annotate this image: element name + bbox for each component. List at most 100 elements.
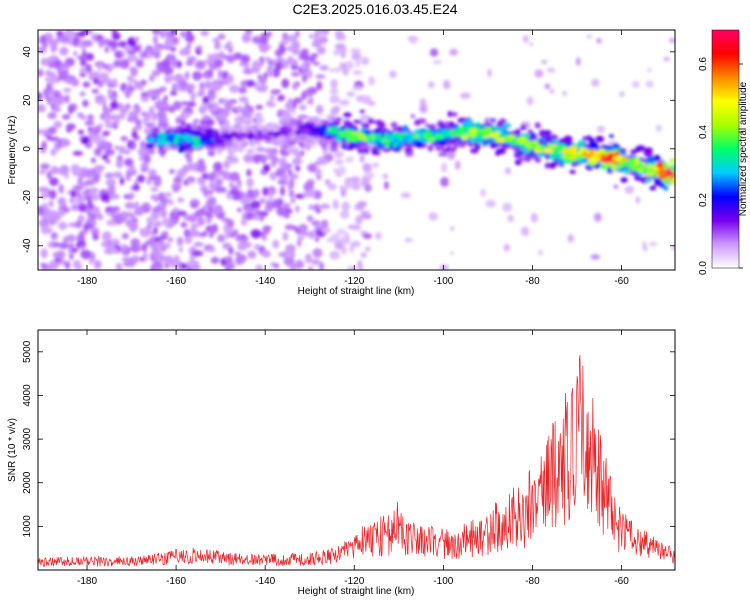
heatmap-cell — [139, 79, 147, 86]
snr-series-line — [38, 355, 675, 568]
heatmap-cell — [173, 177, 183, 183]
heatmap-cell — [344, 181, 351, 190]
heatmap-cell — [517, 150, 525, 156]
heatmap-cell — [234, 117, 239, 124]
heatmap-cell — [139, 228, 150, 238]
heatmap-cell — [168, 262, 179, 268]
heatmap-cell — [513, 140, 520, 145]
heatmap-cell — [287, 55, 293, 63]
heatmap-cell — [254, 243, 261, 251]
heatmap-cell — [283, 256, 295, 266]
heatmap-cell — [277, 109, 285, 116]
heatmap-cell — [93, 259, 102, 270]
heatmap-cell — [58, 184, 64, 194]
heatmap-cell — [238, 86, 247, 94]
heatmap-cell — [333, 49, 341, 56]
heatmap-cell — [291, 225, 297, 230]
heatmap-cell — [49, 71, 57, 81]
heatmap-cell — [57, 197, 67, 206]
heatmap-cell — [111, 47, 117, 52]
heatmap-cell — [57, 166, 68, 176]
heatmap-cell — [217, 68, 223, 79]
heatmap-cell — [253, 121, 260, 127]
heatmap-cell — [402, 125, 409, 132]
heatmap-cell — [153, 179, 162, 187]
heatmap-cell — [120, 136, 128, 142]
heatmap-cell — [89, 257, 94, 265]
heatmap-cell — [255, 264, 264, 270]
heatmap-cell — [127, 192, 135, 197]
heatmap-cell — [653, 155, 661, 161]
heatmap-cell — [214, 146, 224, 151]
heatmap-cell — [372, 162, 379, 168]
heatmap-cell — [72, 259, 81, 270]
heatmap-cell — [228, 157, 239, 164]
heatmap-cell — [276, 207, 287, 217]
heatmap-cell — [93, 76, 100, 85]
heatmap-cell — [307, 266, 314, 270]
heatmap-cell — [385, 142, 391, 148]
heatmap-cell — [345, 135, 352, 142]
snr-x-tick-label: -160 — [166, 576, 186, 587]
heatmap-cell — [286, 180, 291, 187]
heatmap-cell — [518, 156, 525, 162]
heatmap-cell — [185, 101, 197, 107]
heatmap-x-tick-label: -80 — [525, 276, 540, 287]
heatmap-cell — [565, 152, 572, 158]
heatmap-cell — [238, 124, 244, 130]
heatmap-cell — [107, 88, 114, 97]
heatmap-cell — [209, 232, 214, 238]
heatmap-cell — [311, 220, 321, 227]
heatmap-cell — [242, 79, 248, 87]
heatmap-cell — [295, 205, 300, 213]
heatmap-cell — [622, 168, 631, 174]
heatmap-cell — [280, 115, 286, 121]
heatmap-cell — [79, 245, 85, 251]
heatmap-cell — [359, 114, 371, 122]
heatmap-cell — [355, 57, 360, 68]
heatmap-cell — [294, 259, 305, 270]
heatmap-cell — [151, 248, 161, 257]
heatmap-cell — [286, 46, 293, 52]
heatmap-cell — [392, 142, 399, 147]
heatmap-cell — [288, 265, 295, 270]
heatmap-cell — [324, 179, 332, 186]
heatmap-cell — [497, 138, 505, 143]
heatmap-cell — [504, 167, 511, 175]
heatmap-cell — [271, 155, 279, 164]
heatmap-cell — [111, 206, 121, 212]
heatmap-cell — [53, 120, 63, 129]
heatmap-cell — [97, 80, 104, 88]
heatmap-cell — [659, 182, 665, 188]
heatmap-cell — [162, 218, 171, 226]
heatmap-cell — [288, 189, 295, 198]
heatmap-cell — [315, 208, 322, 214]
heatmap-cell — [428, 81, 435, 88]
heatmap-cell — [529, 42, 534, 47]
heatmap-cell — [335, 30, 345, 41]
heatmap-cell — [526, 96, 534, 106]
heatmap-cell — [141, 162, 149, 169]
heatmap-cell — [635, 196, 640, 204]
heatmap-cell — [207, 247, 216, 253]
heatmap-cell — [152, 46, 162, 53]
heatmap-cell — [495, 149, 501, 156]
snr-x-label: Height of straight line (km) — [298, 586, 415, 597]
heatmap-cell — [104, 121, 116, 129]
heatmap-cell — [158, 65, 164, 74]
colorbar-tick-label: 0.4 — [698, 125, 709, 139]
heatmap-cell — [428, 212, 439, 221]
heatmap-cell — [280, 164, 291, 172]
heatmap-cell — [104, 38, 110, 43]
heatmap-cell — [455, 160, 461, 170]
heatmap-cell — [586, 33, 593, 39]
heatmap-cell — [458, 141, 466, 148]
heatmap-cell — [268, 191, 274, 198]
heatmap-cell — [259, 43, 269, 53]
heatmap-cell — [569, 145, 578, 153]
heatmap-cell — [85, 63, 92, 73]
heatmap-x-tick-label: -60 — [614, 276, 629, 287]
heatmap-cell — [184, 71, 190, 80]
heatmap-cell — [154, 267, 164, 270]
heatmap-cell — [46, 170, 52, 180]
